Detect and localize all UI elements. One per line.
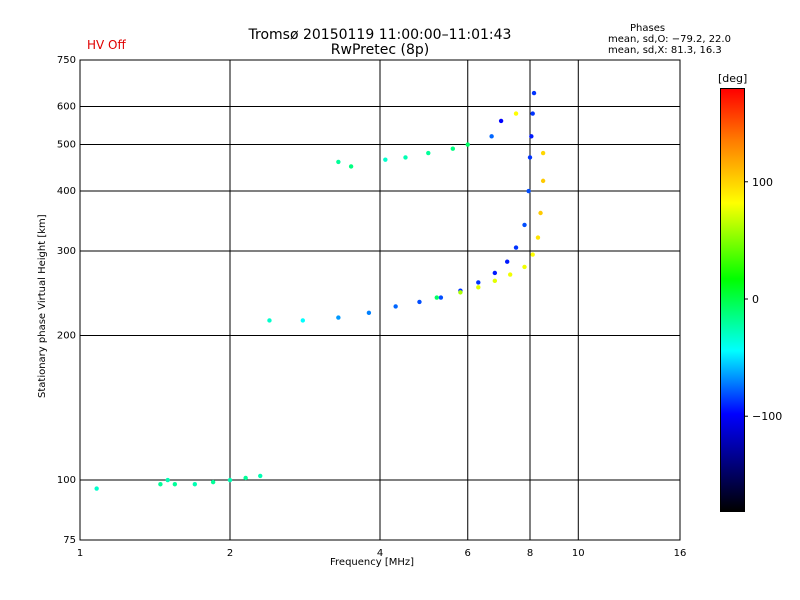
data-point-x-trace-f	[540, 178, 546, 184]
data-point-f2-upper	[498, 118, 504, 124]
colorbar-tick-label: −100	[752, 410, 782, 423]
data-point-x-trace-f	[507, 272, 513, 277]
data-point-o-trace-f	[336, 315, 341, 320]
data-point-f2-upper	[465, 142, 470, 147]
data-point-e-layer	[227, 477, 233, 483]
data-point-o-trace-f	[366, 310, 372, 316]
y-tick-label: 750	[57, 55, 76, 66]
data-point-x-trace-f	[458, 290, 463, 295]
data-point-e-layer	[172, 482, 178, 487]
data-point-x-trace-f	[538, 210, 543, 216]
data-point-e-layer	[94, 486, 99, 491]
y-tick-label: 75	[63, 535, 76, 546]
y-tick-label: 400	[57, 186, 76, 197]
x-tick-label: 6	[465, 548, 471, 559]
data-point-o-trace-f	[492, 270, 498, 276]
y-tick-label: 100	[57, 475, 76, 486]
colorbar-tick-label: 0	[752, 293, 759, 306]
x-tick-label: 4	[377, 548, 383, 559]
data-point-f2-upper	[426, 150, 431, 156]
data-point-e-layer	[258, 473, 263, 479]
data-point-e-layer	[158, 482, 163, 487]
data-point-x-trace-f	[530, 252, 535, 257]
y-tick-label: 200	[57, 331, 76, 342]
data-point-o-trace-f	[393, 304, 398, 309]
stats-x: mean, sd,X: 81.3, 16.3	[608, 45, 722, 56]
data-point-o-trace-f	[476, 280, 481, 285]
x-tick-label: 1	[77, 548, 83, 559]
x-tick-label: 10	[572, 548, 585, 559]
data-point-e-layer	[192, 482, 198, 487]
data-point-o-trace-f	[531, 90, 537, 96]
data-point-f2-upper	[489, 134, 494, 139]
data-point-f2-upper	[336, 159, 341, 165]
x-axis-label: Frequency [MHz]	[330, 557, 415, 568]
x-tick-label: 8	[527, 548, 533, 559]
data-point-x-trace-f	[540, 150, 546, 156]
data-point-f2-upper	[403, 155, 408, 160]
data-point-x-trace-f	[476, 285, 481, 290]
data-point-e-layer	[210, 479, 216, 485]
data-point-x-trace-f	[434, 295, 439, 300]
x-tick-label: 16	[674, 548, 687, 559]
y-axis-label: Stationary phase Virtual Height [km]	[37, 214, 48, 398]
x-tick-label: 2	[227, 548, 233, 559]
data-point-o-trace-f	[527, 155, 533, 160]
stats-header: Phases	[630, 23, 666, 34]
data-point-f2-upper	[383, 157, 388, 162]
y-tick-label: 300	[57, 246, 76, 257]
data-point-o-trace-f	[526, 188, 531, 194]
colorbar-tick-label: 100	[752, 176, 773, 189]
data-point-o-trace-f	[267, 318, 272, 323]
data-point-f2-upper	[513, 111, 519, 116]
data-point-o-trace-f	[530, 111, 535, 116]
colorbar-unit: [deg]	[718, 72, 748, 85]
data-point-o-trace-f	[300, 318, 306, 323]
chart-title: Tromsø 20150119 11:00:00–11:01:43	[248, 27, 512, 43]
data-point-o-trace-f	[438, 295, 444, 300]
data-point-e-layer	[243, 475, 248, 481]
y-tick-label: 600	[57, 102, 76, 113]
data-point-o-trace-f	[504, 259, 510, 264]
data-point-f2-upper	[450, 146, 456, 151]
data-point-x-trace-f	[522, 264, 527, 270]
y-tick-label: 500	[57, 140, 76, 151]
data-point-o-trace-f	[529, 134, 534, 139]
data-point-o-trace-f	[513, 245, 519, 250]
chart-subtitle: RwPretec (8p)	[330, 42, 430, 58]
colorbar	[720, 88, 745, 512]
data-point-e-layer	[165, 477, 170, 483]
data-point-o-trace-f	[417, 299, 422, 305]
data-point-o-trace-f	[522, 222, 527, 228]
data-point-f2-upper	[348, 164, 354, 169]
stats-o: mean, sd,O: −79.2, 22.0	[608, 34, 731, 45]
data-point-x-trace-f	[492, 278, 498, 284]
data-point-x-trace-f	[535, 235, 541, 240]
hv-status: HV Off	[87, 38, 126, 52]
